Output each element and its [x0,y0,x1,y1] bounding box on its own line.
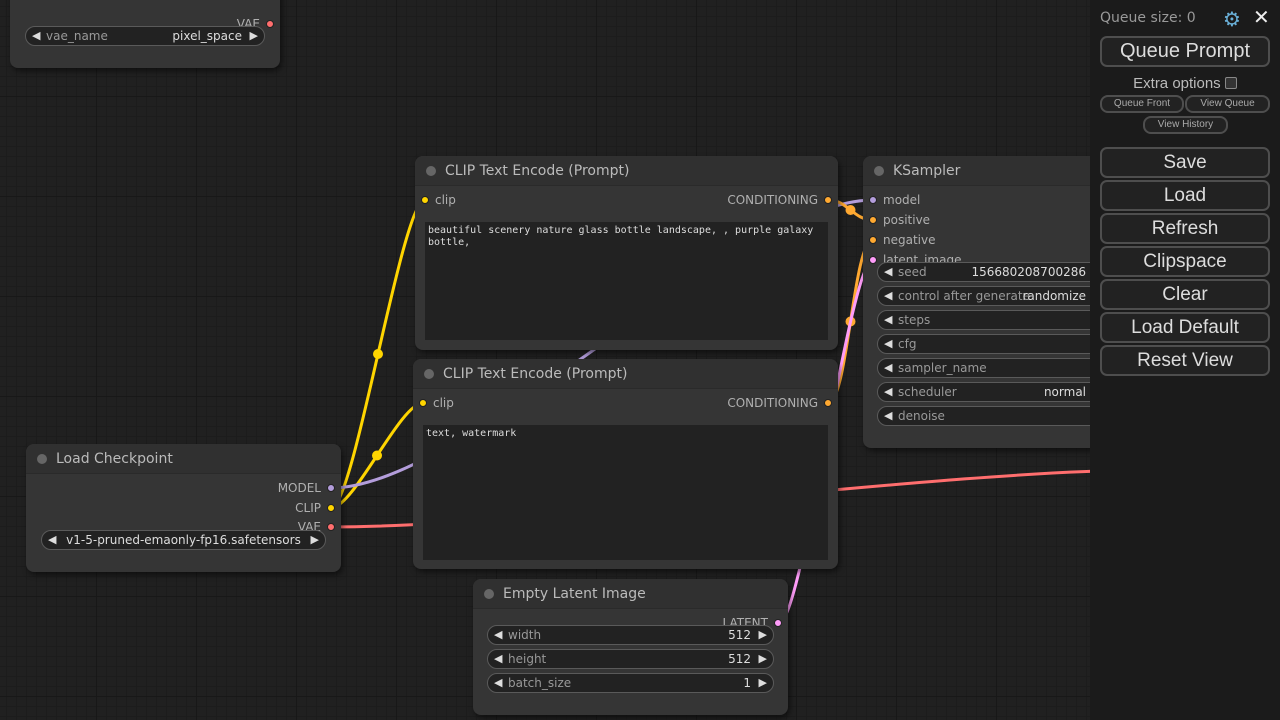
view-queue-button[interactable]: View Queue [1185,95,1270,113]
input-slot-negative[interactable]: negative [869,230,935,250]
widget-steps[interactable]: ◀steps▶ [877,310,1109,330]
widget-ckpt_name[interactable]: ◀ v1-5-pruned-emaonly-fp16.safetensors ▶ [41,530,326,550]
link-center-dot [373,348,384,359]
decrement-arrow-icon[interactable]: ◀ [884,265,893,278]
output-slot-conditioning[interactable]: CONDITIONING [727,393,832,413]
increment-arrow-icon[interactable]: ▶ [758,676,767,689]
input-slot-clip[interactable]: clip [421,190,456,210]
collapse-dot-icon[interactable] [424,369,434,379]
collapse-dot-icon[interactable] [426,166,436,176]
prompt-textarea[interactable]: beautiful scenery nature glass bottle la… [425,222,828,340]
queue-sidebar: Queue size: 0 ⚙ ✕ Queue Prompt Extra opt… [1090,0,1280,720]
empty-latent-image-node[interactable]: Empty Latent Image LATENT ◀ width 512 ▶ ◀ heigh… [473,579,788,715]
link-center-dot [372,450,382,461]
output-slot-conditioning[interactable]: CONDITIONING [727,190,832,210]
queue-size: Queue size: 0 [1100,10,1196,26]
decrement-arrow-icon[interactable]: ◀ [494,676,503,689]
decrement-arrow-icon[interactable]: ◀ [884,361,893,374]
load-default-button[interactable]: Load Default [1100,312,1270,343]
input-slot-model[interactable]: model [869,190,920,210]
input-dot-icon[interactable] [419,399,427,407]
vae-loader-node[interactable]: VAE ◀ vae_name pixel_space ▶ [10,0,280,68]
widget-denoise[interactable]: ◀denoise▶ [877,406,1109,426]
input-slot-clip[interactable]: clip [419,393,454,413]
collapse-dot-icon[interactable] [874,166,884,176]
queue-prompt-button[interactable]: Queue Prompt [1100,36,1270,67]
output-dot-icon[interactable] [327,523,335,531]
widget-cfg[interactable]: ◀cfg▶ [877,334,1109,354]
node-title[interactable]: KSampler [863,156,1123,186]
collapse-dot-icon[interactable] [37,454,47,464]
decrement-arrow-icon[interactable]: ◀ [884,313,893,326]
increment-arrow-icon[interactable]: ▶ [249,29,258,42]
ksampler-node[interactable]: KSampler model positive negative latent_imag… [863,156,1123,448]
output-dot-icon[interactable] [824,196,832,204]
increment-arrow-icon[interactable]: ▶ [758,628,767,641]
clip-text-encode-positive-node[interactable]: CLIP Text Encode (Prompt) clip CONDITIONIN… [415,156,838,350]
node-title[interactable]: Empty Latent Image [473,579,788,609]
widget-height[interactable]: ◀ height 512 ▶ [487,649,774,669]
decrement-arrow-icon[interactable]: ◀ [494,628,503,641]
widget-vae_name[interactable]: ◀ vae_name pixel_space ▶ [25,26,265,46]
input-dot-icon[interactable] [869,196,877,204]
extra-options-label: Extra options [1133,75,1221,92]
queue-front-button[interactable]: Queue Front [1100,95,1184,113]
load-checkpoint-node[interactable]: Load Checkpoint MODEL CLIP VAE ◀ v1-5-pruned-… [26,444,341,572]
refresh-button[interactable]: Refresh [1100,213,1270,244]
prompt-textarea[interactable]: text, watermark [423,425,828,560]
link-center-dot [845,205,856,215]
increment-arrow-icon[interactable]: ▶ [758,652,767,665]
save-button[interactable]: Save [1100,147,1270,178]
widget-sampler_name[interactable]: ◀sampler_name▶ [877,358,1109,378]
view-history-button[interactable]: View History [1143,116,1228,134]
output-slot-clip[interactable]: CLIP [295,498,335,518]
decrement-arrow-icon[interactable]: ◀ [884,385,893,398]
collapse-dot-icon[interactable] [484,589,494,599]
widget-batch_size[interactable]: ◀ batch_size 1 ▶ [487,673,774,693]
input-dot-icon[interactable] [869,216,877,224]
widget-width[interactable]: ◀ width 512 ▶ [487,625,774,645]
reset-view-button[interactable]: Reset View [1100,345,1270,376]
settings-gear-icon[interactable]: ⚙ [1223,7,1241,31]
output-dot-icon[interactable] [774,619,782,627]
output-slot-model[interactable]: MODEL [278,478,335,498]
clear-button[interactable]: Clear [1100,279,1270,310]
output-dot-icon[interactable] [824,399,832,407]
node-title[interactable]: CLIP Text Encode (Prompt) [413,359,838,389]
output-dot-icon[interactable] [327,504,335,512]
extra-options-checkbox[interactable] [1224,77,1237,89]
clip-text-encode-negative-node[interactable]: CLIP Text Encode (Prompt) clip CONDITIONIN… [413,359,838,569]
close-icon[interactable]: ✕ [1253,5,1270,29]
output-dot-icon[interactable] [327,484,335,492]
node-title[interactable]: CLIP Text Encode (Prompt) [415,156,838,186]
input-dot-icon[interactable] [869,236,877,244]
increment-arrow-icon[interactable]: ▶ [310,533,319,546]
clipspace-button[interactable]: Clipspace [1100,246,1270,277]
input-dot-icon[interactable] [869,256,877,264]
decrement-arrow-icon[interactable]: ◀ [884,289,893,302]
decrement-arrow-icon[interactable]: ◀ [48,533,57,546]
load-button[interactable]: Load [1100,180,1270,211]
output-dot-icon[interactable] [266,20,274,28]
decrement-arrow-icon[interactable]: ◀ [884,409,893,422]
input-dot-icon[interactable] [421,196,429,204]
decrement-arrow-icon[interactable]: ◀ [494,652,503,665]
decrement-arrow-icon[interactable]: ◀ [32,29,41,42]
decrement-arrow-icon[interactable]: ◀ [884,337,893,350]
widget-control after generate[interactable]: ◀control after generaterandomize▶ [877,286,1109,306]
input-slot-positive[interactable]: positive [869,210,930,230]
node-title[interactable]: Load Checkpoint [26,444,341,474]
